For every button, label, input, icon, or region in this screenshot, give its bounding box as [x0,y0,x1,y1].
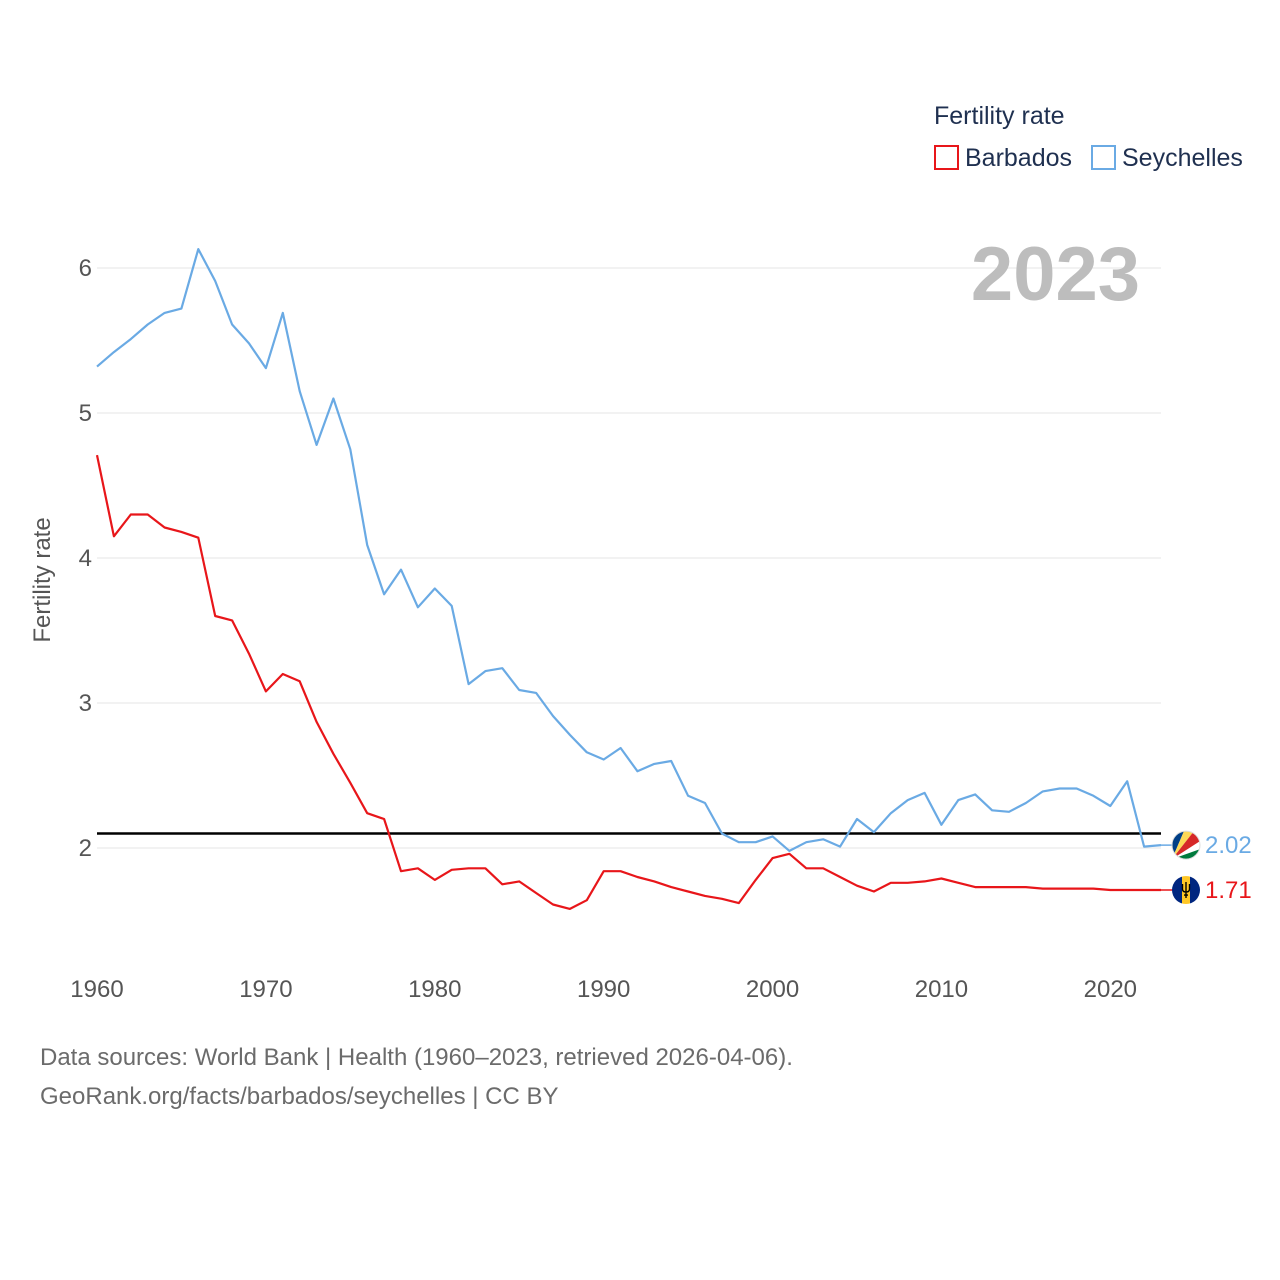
gridlines [97,267,1161,849]
x-tick-labels: 1960 1970 1980 1990 2000 2010 2020 [70,976,1137,1003]
legend: Fertility rate Barbados Seychelles [934,102,1243,172]
x-tick-1970: 1970 [239,976,292,1003]
legend-swatch-seychelles[interactable] [1091,145,1116,170]
y-tick-labels: 2 3 4 5 6 [79,255,92,862]
series-line-barbados[interactable] [95,454,1161,911]
y-tick-4: 4 [79,545,92,572]
y-tick-2: 2 [79,835,92,862]
barbados-flag-icon [1172,876,1200,905]
x-tick-2010: 2010 [915,976,968,1003]
x-tick-1980: 1980 [408,976,461,1003]
data-source-text: Data sources: World Bank | Health (1960–… [40,1044,793,1071]
legend-swatch-barbados[interactable] [934,145,959,170]
legend-label-seychelles[interactable]: Seychelles [1122,144,1243,172]
series-lines [95,248,1186,911]
source-url-text: GeoRank.org/facts/barbados/seychelles | … [40,1083,559,1110]
y-axis-title: Fertility rate [29,517,56,642]
x-tick-2020: 2020 [1084,976,1137,1003]
seychelles-end-label: 2.02 [1205,832,1252,859]
y-tick-5: 5 [79,400,92,427]
x-tick-1960: 1960 [70,976,123,1003]
legend-title: Fertility rate [934,102,1065,130]
y-tick-3: 3 [79,690,92,717]
x-tick-2000: 2000 [746,976,799,1003]
series-line-seychelles[interactable] [96,248,1162,853]
year-label: 2023 [971,232,1140,317]
x-tick-1990: 1990 [577,976,630,1003]
seychelles-flag-icon [1171,830,1201,860]
legend-label-barbados[interactable]: Barbados [965,144,1072,172]
barbados-end-label: 1.71 [1205,877,1252,904]
y-tick-6: 6 [79,255,92,282]
